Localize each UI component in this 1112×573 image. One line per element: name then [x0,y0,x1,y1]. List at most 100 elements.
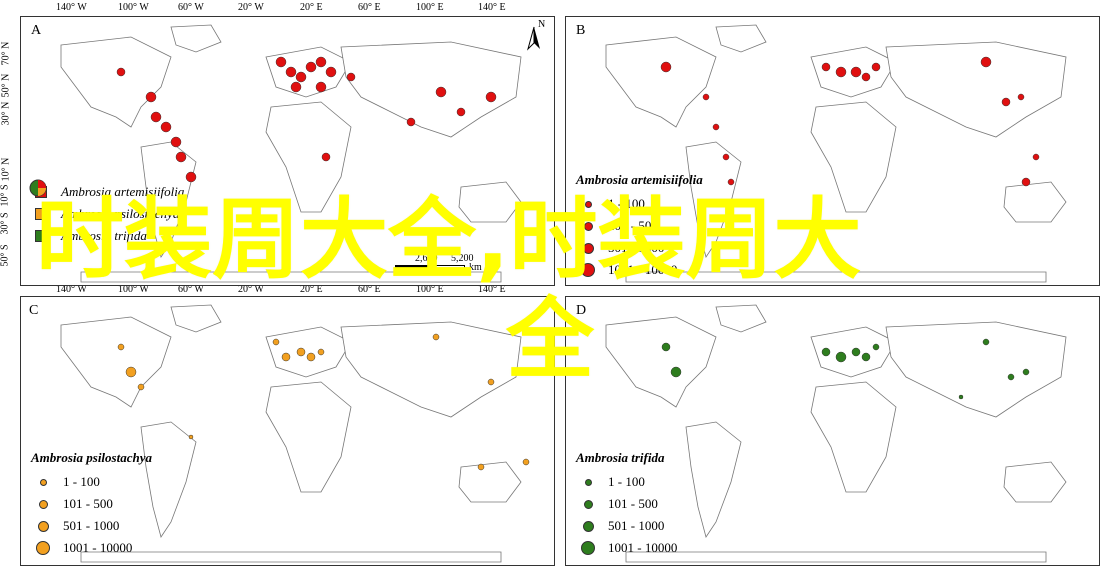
map-panel-c: C Ambrosia psilostachya 1 - 100 101 - 50… [20,296,555,566]
legend-b: Ambrosia artemisiifolia 1 - 100 101 - 50… [576,169,703,281]
longitude-label: 140° E [478,2,506,13]
occurrence-marker [315,56,327,68]
longitude-label: 20° W [238,2,264,13]
occurrence-marker [980,56,992,68]
size-class-icon [39,478,47,486]
legend-item: 101 - 500 [576,215,703,237]
occurrence-marker [321,152,331,162]
continent-outline [685,141,742,258]
size-class-icon [583,221,593,231]
continent-outline [170,24,222,53]
occurrence-marker [125,366,137,378]
legend-item-label: 1001 - 10000 [63,540,133,555]
legend-title: Ambrosia psilostachya [31,450,152,465]
panel-label: C [29,303,39,318]
occurrence-marker [958,394,964,400]
occurrence-marker [296,347,306,357]
occurrence-marker [116,67,126,77]
legend-item-label: 1001 - 10000 [608,262,678,277]
legend-item: 1001 - 10000 [576,537,677,559]
occurrence-marker [851,347,861,357]
continent-outline [715,304,767,333]
legend-item-label: Ambrosia artemisiifolia [61,184,185,199]
occurrence-marker [487,378,495,386]
occurrence-marker [722,153,730,161]
occurrence-marker [1021,177,1031,187]
occurrence-marker [821,347,831,357]
occurrence-marker [175,151,187,163]
continent-outline [1003,461,1067,503]
legend-item-label: 101 - 500 [608,218,658,233]
continent-outline [458,181,522,223]
occurrence-marker [1001,97,1011,107]
latitude-label: 50° N [0,73,12,98]
legend-item-label: 1 - 100 [608,196,645,211]
occurrence-marker [821,62,831,72]
continent-outline [605,316,717,408]
occurrence-marker [295,71,307,83]
longitude-label: 60° W [178,284,204,295]
bottom-longitude-labels: 140° W 100° W 60° W 20° W 20° E 60° E 10… [0,284,1112,298]
occurrence-marker [861,352,871,362]
occurrence-marker [160,121,172,133]
continent-outline [885,321,1067,418]
green-swatch-icon [35,230,47,242]
occurrence-marker [712,123,720,131]
occurrence-marker [170,136,182,148]
occurrence-marker [1007,373,1015,381]
latitude-label: 50° S [0,244,11,267]
panel-label: D [576,303,587,318]
longitude-label: 100° E [416,2,444,13]
legend-c: Ambrosia psilostachya 1 - 100 101 - 500 … [31,447,152,559]
world-map-a [60,24,522,283]
longitude-label: 20° E [300,284,323,295]
legend-title: Ambrosia artemisiifolia [576,172,703,187]
occurrence-marker [835,351,847,363]
panel-label: A [31,23,42,38]
latitude-label: 10° N [0,157,12,182]
legend-item: Ambrosia psilostachya [29,203,184,225]
longitude-label: 20° E [300,2,323,13]
continent-outline [1003,181,1067,223]
occurrence-marker [982,338,990,346]
occurrence-marker [660,61,672,73]
panel-label: B [576,23,586,38]
continent-outline [140,141,197,258]
legend-item: 1001 - 10000 [576,259,703,281]
occurrence-marker [275,56,287,68]
legend-item-label: 1001 - 10000 [608,540,678,555]
occurrence-marker [670,366,682,378]
longitude-label: 60° W [178,2,204,13]
legend-item: 501 - 1000 [31,515,152,537]
continent-outline [265,101,352,213]
occurrence-marker [325,66,337,78]
north-arrow: N [524,19,545,53]
scale-label: 2,600 [415,253,438,264]
latitude-label: 70° N [0,41,12,66]
longitude-label: 140° E [478,284,506,295]
occurrence-marker [306,352,316,362]
occurrence-marker [661,342,671,352]
legend-item: 1001 - 10000 [31,537,152,559]
legend-item-label: 101 - 500 [63,496,113,511]
legend-item: 101 - 500 [576,493,677,515]
continent-outline [458,461,522,503]
legend-item-label: Ambrosia psilostachya [61,206,180,221]
north-arrow-icon [527,26,540,51]
size-class-icon [37,520,49,532]
occurrence-marker [285,66,297,78]
occurrence-marker [1017,93,1025,101]
legend-item: 1 - 100 [31,471,152,493]
longitude-label: 100° W [118,284,149,295]
top-longitude-labels: 140° W 100° W 60° W 20° W 20° E 60° E 10… [0,2,1112,16]
occurrence-marker [702,93,710,101]
continent-outline [265,46,352,98]
size-class-icon [581,263,595,277]
orange-swatch-icon [35,208,47,220]
continent-outline [715,24,767,53]
continent-outline [170,304,222,333]
legend-item-label: 1 - 100 [63,474,100,489]
size-class-icon [36,541,50,555]
continent-outline [340,321,522,418]
longitude-label: 60° E [358,2,381,13]
